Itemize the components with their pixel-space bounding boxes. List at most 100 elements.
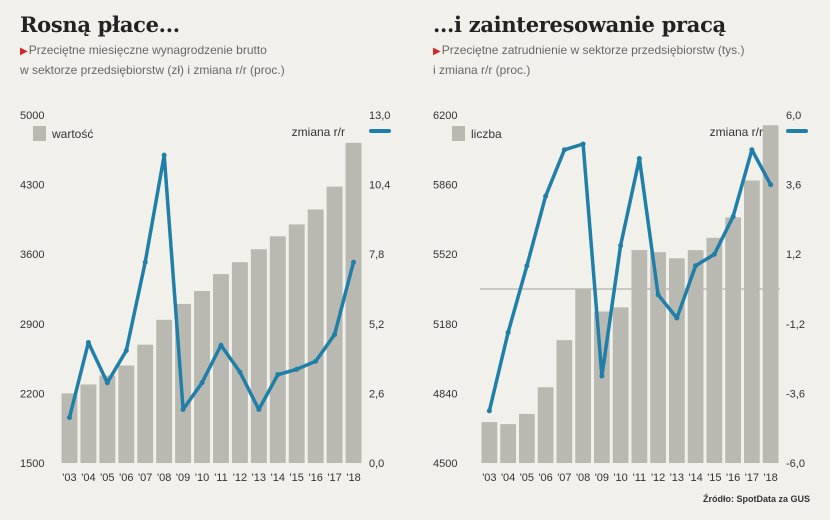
x-tick-label: '16	[726, 472, 740, 484]
legend-bar-label: liczba	[471, 127, 502, 141]
y-left-tick-label: 6200	[433, 110, 457, 122]
y-left-tick-label: 5860	[433, 180, 457, 192]
left-chart-title: Rosną płace...	[20, 12, 180, 37]
x-tick-label: '05	[100, 472, 114, 484]
bar	[213, 274, 229, 463]
bar	[500, 424, 516, 463]
line-point	[543, 193, 549, 199]
bar	[137, 344, 154, 463]
bar	[762, 125, 779, 463]
change-line	[487, 142, 773, 412]
line-point	[123, 348, 129, 354]
x-tick-label: '11	[214, 472, 228, 484]
line-point	[294, 366, 300, 372]
left-subtitle-line1: Przeciętne miesięczne wynagrodzenie brut…	[28, 43, 267, 57]
y-left-tick-label: 5520	[433, 249, 457, 261]
x-tick-label: '14	[271, 472, 285, 484]
x-tick-label: '04	[501, 472, 515, 484]
line-point	[199, 380, 205, 386]
source-note: Źródło: SpotData za GUS	[702, 494, 810, 504]
line-point	[636, 156, 642, 161]
employment-chart: 6200 5860 5520 5180 4840 4500 6,0 3,6 1,2 -1,2 -3,…	[433, 110, 808, 484]
y-right-tick-label: -6,0	[786, 458, 805, 470]
right-chart-title: ...i zainteresowanie pracą	[433, 12, 726, 37]
x-tick-label: '10	[195, 472, 209, 484]
x-tick-label: '17	[745, 472, 759, 484]
x-tick-label: '12	[651, 472, 665, 484]
left-subtitle-line2: w sektorze przedsiębiorstw (zł) i zmiana…	[20, 63, 285, 77]
bar	[612, 307, 629, 463]
line-point	[351, 259, 357, 265]
y-left-tick-label: 1500	[20, 458, 44, 470]
x-tick-label: '17	[327, 472, 341, 484]
line-point	[256, 406, 262, 412]
legend-bar-swatch	[33, 126, 46, 141]
x-tick-label: '03	[482, 472, 496, 484]
red-triangle-icon: ▶	[20, 46, 28, 57]
legend-bar-swatch	[452, 126, 465, 141]
bar	[269, 236, 286, 463]
legend-bar-label: wartość	[51, 127, 93, 141]
y-right-tick-label: 1,2	[786, 249, 801, 261]
y-right-tick-label: 2,6	[369, 388, 384, 400]
line-point	[674, 315, 680, 321]
x-tick-label: '13	[252, 472, 266, 484]
bar	[99, 375, 116, 463]
bar	[345, 142, 362, 463]
x-tick-label: '07	[138, 472, 152, 484]
x-tick-label: '15	[707, 472, 721, 484]
line-point	[730, 214, 736, 219]
bar	[631, 250, 648, 463]
x-tick-label: '12	[233, 472, 247, 484]
line-point	[524, 263, 530, 269]
bar	[307, 209, 324, 463]
wage-chart: 5000 4300 3600 2900 2200 1500 13,0 10,4 7,8 5,2 2,…	[20, 110, 391, 484]
bar	[687, 250, 704, 463]
x-tick-label: '07	[557, 472, 571, 484]
bar	[156, 319, 173, 463]
y-right-tick-label: -1,2	[786, 319, 805, 331]
bar	[725, 217, 741, 463]
y-right-tick-label: 13,0	[369, 110, 390, 122]
right-subtitle-line2: i zmiana r/r (proc.)	[433, 63, 531, 77]
y-right-tick-label: 6,0	[786, 110, 801, 122]
x-tick-label: '13	[670, 472, 684, 484]
bar	[669, 258, 685, 463]
x-tick-label: '08	[576, 472, 590, 484]
x-tick-label: '09	[595, 472, 609, 484]
x-tick-label: '05	[520, 472, 534, 484]
bar	[231, 262, 248, 463]
line-point	[693, 263, 699, 269]
line-point	[599, 373, 605, 379]
red-triangle-icon: ▶	[433, 46, 441, 57]
line-point	[486, 408, 492, 414]
bar	[650, 252, 666, 463]
bar	[288, 224, 305, 463]
line-point	[218, 342, 224, 348]
line-point	[237, 369, 243, 375]
line-point	[561, 147, 567, 153]
change-line	[67, 153, 356, 418]
line-point	[142, 259, 148, 265]
line-point	[749, 147, 755, 153]
legend-line-label: zmiana r/r	[710, 125, 763, 139]
y-left-tick-label: 2900	[20, 319, 44, 331]
bar	[326, 186, 343, 463]
y-right-tick-label: 5,2	[369, 319, 384, 331]
x-tick-label: '15	[290, 472, 304, 484]
line-point	[580, 141, 586, 147]
x-tick-label: '16	[308, 472, 322, 484]
x-tick-label: '10	[613, 472, 627, 484]
bar	[706, 237, 723, 463]
bar	[194, 290, 210, 463]
bar	[80, 384, 97, 463]
line-point	[768, 182, 774, 188]
bar	[481, 422, 498, 463]
x-tick-label: '09	[176, 472, 190, 484]
x-tick-label: '03	[62, 472, 76, 484]
bar	[575, 289, 591, 463]
bar	[61, 393, 78, 463]
line-point	[711, 251, 717, 257]
line-point	[313, 358, 319, 364]
line-point	[161, 152, 167, 158]
